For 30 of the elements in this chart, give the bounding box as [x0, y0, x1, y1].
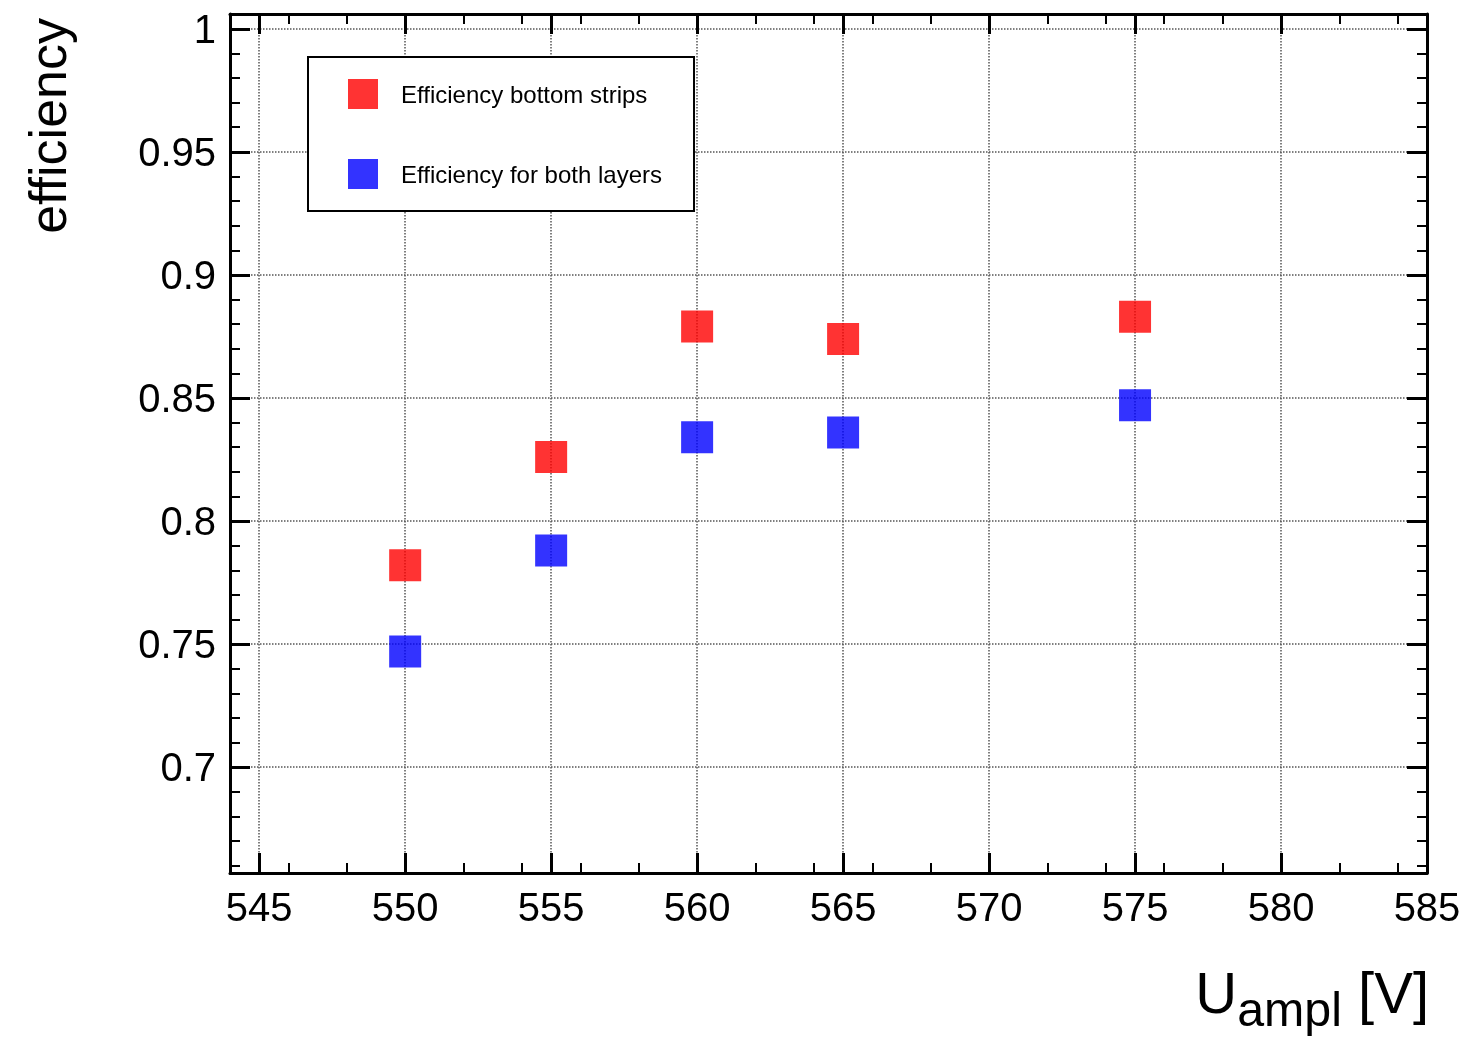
x-tick-label: 550 [371, 885, 439, 929]
y-tick-label: 0.9 [160, 252, 216, 297]
point [389, 635, 422, 668]
point [681, 421, 714, 454]
x-tick-label: 565 [809, 885, 877, 929]
point [1119, 389, 1152, 422]
x-axis-title: U$_{ampl}$ [V] [1195, 959, 1429, 1038]
point [827, 416, 860, 449]
y-tick-label: 0.95 [138, 129, 216, 174]
point [535, 534, 568, 567]
legend-label: Efficiency bottom strips [401, 80, 648, 108]
y-axis-title: efficiency [19, 18, 77, 234]
y-tick-label: 0.75 [138, 622, 216, 667]
y-tick-label: 0.7 [160, 745, 216, 790]
legend-label: Efficiency for both layers [401, 160, 663, 188]
x-tick-label: 585 [1393, 885, 1461, 929]
point [389, 549, 422, 582]
point [535, 441, 568, 474]
point [827, 322, 860, 355]
y-tick-label: 0.85 [138, 375, 216, 420]
x-tick-label: 570 [955, 885, 1023, 929]
y-tick-label: 0.8 [160, 499, 216, 544]
point [681, 310, 714, 343]
point [1119, 300, 1152, 333]
y-tick-label: 1 [193, 6, 216, 51]
x-tick-label: 575 [1101, 885, 1169, 929]
x-tick-label: 555 [517, 885, 585, 929]
x-tick-label: 580 [1247, 885, 1315, 929]
x-tick-label: 545 [225, 885, 293, 929]
x-tick-label: 560 [663, 885, 731, 929]
